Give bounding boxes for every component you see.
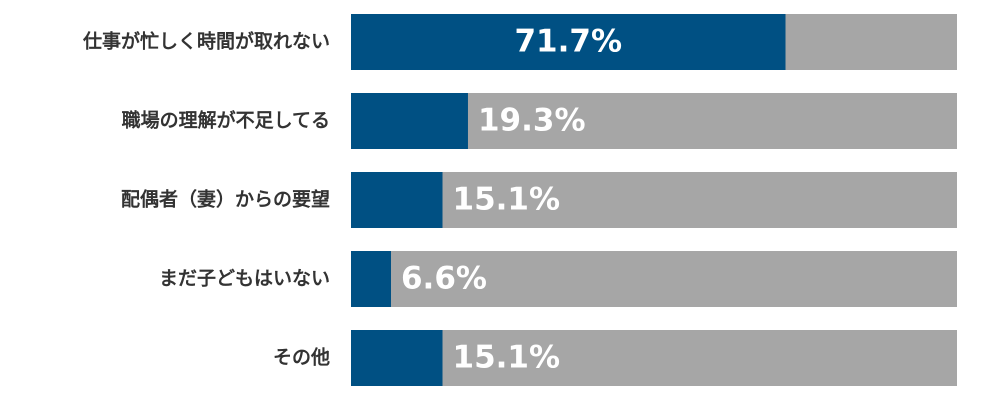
bar [351, 93, 468, 149]
bar [351, 14, 786, 70]
bar-track [351, 251, 957, 307]
bar [351, 172, 443, 228]
bar [351, 251, 391, 307]
value-label: 6.6% [401, 261, 487, 297]
value-label: 15.1% [453, 182, 561, 218]
category-label: 職場の理解が不足してる [122, 109, 330, 132]
bar-track [351, 330, 957, 386]
category-label: その他 [273, 346, 330, 369]
value-label: 19.3% [478, 103, 586, 139]
category-label: 仕事が忙しく時間が取れない [82, 30, 330, 53]
category-label: まだ子どもはいない [159, 268, 330, 290]
bar [351, 330, 443, 386]
value-label: 71.7% [514, 24, 622, 60]
category-label: 配偶者（妻）からの要望 [121, 188, 330, 211]
bar-track [351, 172, 957, 228]
value-label: 15.1% [453, 340, 561, 376]
